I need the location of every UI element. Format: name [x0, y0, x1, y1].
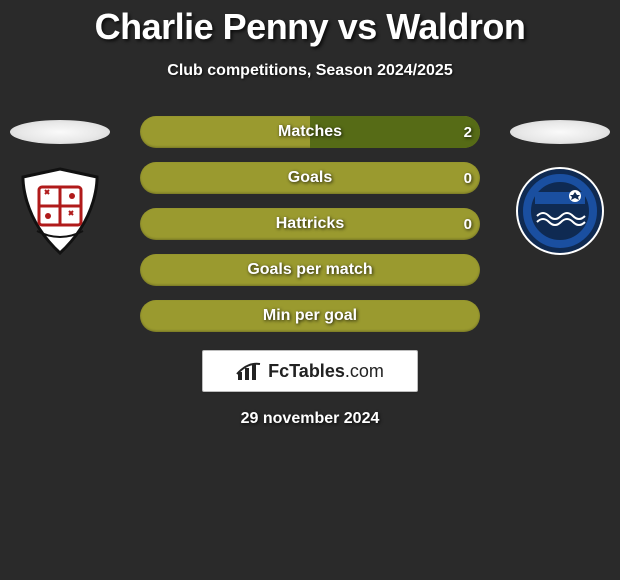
comparison-card: Charlie Penny vs Waldron Club competitio… [0, 0, 620, 428]
stat-label: Goals [140, 169, 480, 187]
bar-chart-icon [236, 360, 264, 382]
shield-badge-icon [17, 167, 103, 255]
page-title: Charlie Penny vs Waldron [95, 6, 526, 48]
circle-badge-icon [515, 166, 605, 256]
stat-row-goals: Goals 0 [140, 162, 480, 194]
club-badge-left [10, 166, 110, 256]
brand-name: FcTables.com [268, 361, 384, 382]
stat-right-value: 2 [464, 124, 472, 141]
player-right-avatar [510, 120, 610, 144]
stat-label: Matches [140, 123, 480, 141]
stat-row-goals-per-match: Goals per match [140, 254, 480, 286]
player-left-avatar [10, 120, 110, 144]
subtitle: Club competitions, Season 2024/2025 [167, 62, 452, 80]
player-left-column [0, 116, 120, 256]
stat-label: Hattricks [140, 215, 480, 233]
comparison-date: 29 november 2024 [241, 410, 380, 428]
stat-label: Goals per match [140, 261, 480, 279]
main-area: Matches 2 Goals 0 Hattricks 0 Goals per … [0, 116, 620, 332]
stat-row-min-per-goal: Min per goal [140, 300, 480, 332]
stat-label: Min per goal [140, 307, 480, 325]
club-badge-right [510, 166, 610, 256]
brand-link[interactable]: FcTables.com [202, 350, 418, 392]
stat-row-matches: Matches 2 [140, 116, 480, 148]
stats-list: Matches 2 Goals 0 Hattricks 0 Goals per … [140, 116, 480, 332]
stat-right-value: 0 [464, 216, 472, 233]
stat-right-value: 0 [464, 170, 472, 187]
stat-row-hattricks: Hattricks 0 [140, 208, 480, 240]
player-right-column [500, 116, 620, 256]
